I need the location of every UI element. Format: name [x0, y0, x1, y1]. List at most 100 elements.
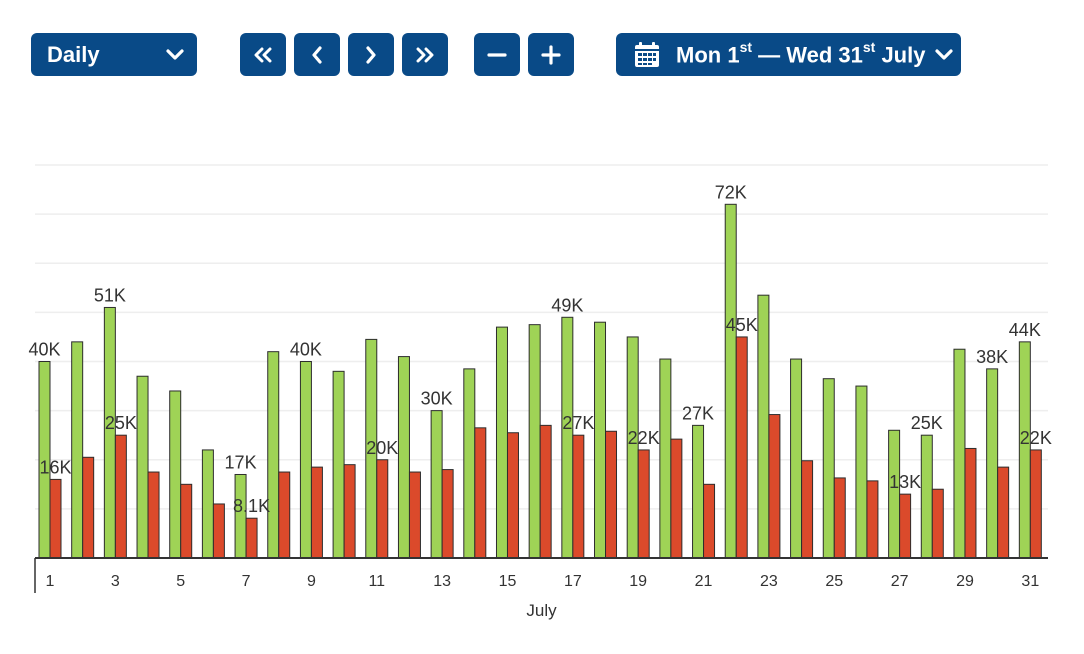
bar — [234, 473, 247, 559]
bar — [931, 488, 944, 559]
bar — [71, 341, 84, 559]
chevron-left-icon — [310, 45, 324, 64]
data-label: 40K — [28, 340, 60, 360]
data-label: 13K — [889, 472, 921, 492]
bar — [397, 356, 410, 559]
bar — [441, 469, 454, 559]
bar — [757, 294, 770, 559]
bar — [1029, 449, 1042, 559]
bar — [986, 368, 999, 559]
bar — [561, 316, 574, 559]
minus-icon — [487, 45, 507, 65]
previous-button[interactable] — [294, 33, 340, 76]
period-select[interactable]: Daily — [31, 33, 197, 76]
x-tick-label: 13 — [433, 573, 451, 590]
bar — [572, 434, 585, 559]
x-tick-label: 1 — [46, 573, 55, 590]
bar — [463, 368, 476, 559]
bar — [692, 424, 705, 559]
data-label: 72K — [715, 182, 747, 202]
data-label: 17K — [225, 452, 257, 472]
zoom-out-button[interactable] — [474, 33, 520, 76]
date-month: July — [875, 42, 926, 68]
chart-bars — [38, 203, 1042, 559]
date-separator: — — [752, 42, 787, 68]
next-button[interactable] — [348, 33, 394, 76]
double-chevron-right-icon — [414, 47, 436, 63]
bar-chart: 40K 16K 51K 25K 17K 8.1K 40K 20K 30K 27K 49K 22K 27K… — [28, 164, 1052, 620]
bar — [49, 478, 62, 559]
x-tick-label: 23 — [760, 573, 778, 590]
calendar-icon — [634, 41, 660, 68]
bar — [768, 414, 781, 559]
bar — [866, 480, 879, 559]
zoom-in-button[interactable] — [528, 33, 574, 76]
bar — [267, 351, 280, 559]
bar — [637, 449, 650, 559]
date-start: Mon 1 — [676, 42, 740, 68]
date-start-suffix: st — [739, 38, 753, 55]
bar — [539, 424, 552, 559]
x-tick-label: 7 — [242, 573, 251, 590]
bar — [920, 434, 933, 559]
bar — [888, 429, 901, 559]
data-label: 20K — [366, 438, 398, 458]
data-label: 45K — [726, 315, 758, 335]
data-label: 27K — [562, 413, 594, 433]
bar — [82, 456, 95, 559]
bar — [136, 375, 149, 559]
data-label: 22K — [1020, 428, 1052, 448]
chart-data-labels: 40K 16K 51K 25K 17K 8.1K 40K 20K 30K 27K 49K 22K 27K… — [28, 182, 1051, 516]
x-tick-label: 3 — [111, 573, 120, 590]
period-select-label: Daily — [47, 41, 100, 67]
bar — [964, 447, 977, 559]
bar — [528, 324, 541, 559]
chevron-down-icon — [935, 48, 954, 61]
bar — [594, 321, 607, 559]
bar — [278, 471, 291, 559]
data-label: 27K — [682, 403, 714, 423]
date-range-label: Mon 1st — Wed 31st July — [676, 38, 926, 68]
bar — [790, 358, 803, 559]
bar — [332, 370, 345, 559]
x-tick-label: 15 — [499, 573, 517, 590]
bar — [180, 483, 193, 559]
date-end-suffix: st — [862, 38, 876, 55]
data-label: 22K — [628, 428, 660, 448]
bar — [659, 358, 672, 559]
bar — [169, 390, 182, 559]
x-tick-label: 29 — [956, 573, 974, 590]
first-page-button[interactable] — [240, 33, 286, 76]
data-label: 25K — [105, 413, 137, 433]
x-tick-label: 11 — [368, 573, 385, 590]
bar — [822, 378, 835, 559]
date-range-picker[interactable]: Mon 1st — Wed 31st July — [616, 33, 961, 76]
bar — [724, 203, 737, 559]
x-tick-label: 17 — [564, 573, 582, 590]
bar — [506, 432, 519, 559]
date-end: Wed 31 — [786, 42, 863, 68]
bar — [670, 438, 683, 559]
chart-toolbar: Daily — [31, 33, 1071, 76]
x-tick-label: 5 — [176, 573, 185, 590]
last-page-button[interactable] — [402, 33, 448, 76]
x-tick-label: 19 — [629, 573, 647, 590]
x-tick-label: 25 — [825, 573, 843, 590]
bar — [147, 471, 160, 559]
bar — [703, 483, 716, 559]
bar — [953, 348, 966, 559]
bar — [310, 466, 323, 559]
bar — [605, 430, 618, 559]
double-chevron-left-icon — [252, 47, 274, 63]
bar — [474, 427, 487, 559]
data-label: 30K — [421, 389, 453, 409]
bar — [201, 449, 214, 559]
plus-icon — [541, 44, 561, 65]
x-tick-label: 21 — [695, 573, 713, 590]
bar — [899, 493, 912, 559]
bar — [408, 471, 421, 559]
data-label: 40K — [290, 340, 322, 360]
chevron-down-icon — [166, 48, 184, 61]
bar — [245, 517, 258, 559]
